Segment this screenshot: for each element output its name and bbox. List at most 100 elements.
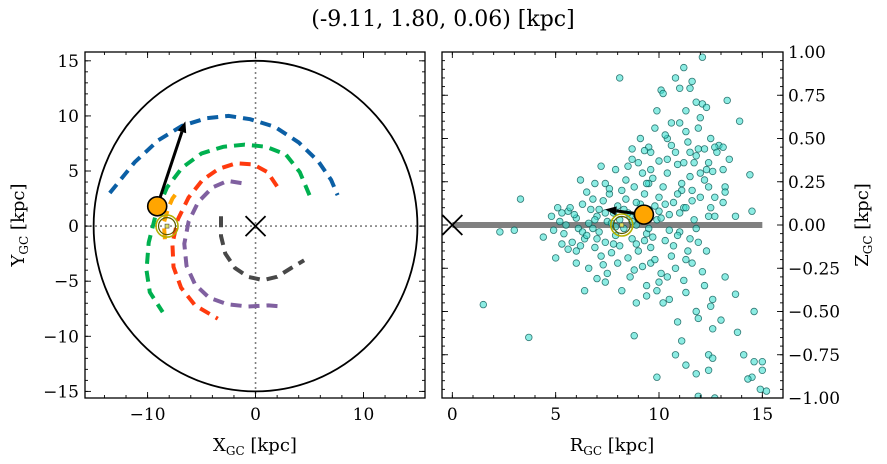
star-point (665, 226, 673, 234)
y-tick-label: −0.75 (788, 346, 840, 366)
y-tick-label: −15 (43, 382, 79, 402)
star-point (680, 158, 688, 167)
star-point (735, 117, 744, 125)
star-point (673, 231, 682, 240)
star-point (614, 259, 622, 267)
star-point (676, 119, 684, 127)
star-point (651, 124, 659, 132)
star-point (647, 148, 655, 156)
star-point (638, 169, 647, 177)
star-point (601, 278, 609, 286)
star-point (669, 198, 678, 207)
star-point (554, 203, 562, 212)
star-point (733, 328, 742, 336)
star-point (626, 273, 634, 281)
star-point (562, 221, 570, 229)
star-point (640, 190, 649, 198)
star-point (525, 333, 533, 342)
star-point (657, 214, 665, 222)
star-point (642, 281, 651, 290)
y-tick-label: 0.25 (788, 173, 826, 193)
star-point (731, 290, 740, 298)
star-point (665, 210, 673, 219)
sun-marker (146, 195, 168, 217)
star-point (570, 210, 578, 219)
xy-panel: −10 0 10 −15 −10 −5 0 5 10 15 (43, 51, 426, 425)
x-tick-label: 0 (250, 405, 261, 425)
axes-frame (84, 51, 426, 399)
star-point (721, 273, 729, 281)
star-point (740, 351, 748, 359)
star-point (678, 337, 686, 345)
target-marker-outer-ring (609, 213, 634, 237)
star-point (704, 183, 713, 191)
star-point (642, 179, 651, 188)
target-marker-center (164, 223, 170, 229)
star-point (717, 316, 725, 324)
velocity-arrow-head (177, 121, 187, 134)
arm-series-0 (108, 113, 340, 196)
star-point (723, 96, 731, 105)
star-point (632, 299, 640, 307)
star-point (709, 295, 717, 304)
star-point (692, 152, 700, 160)
star-point (696, 193, 704, 201)
star-point (591, 179, 599, 188)
y-tick-label: 0.75 (788, 86, 826, 106)
star-point (663, 273, 671, 281)
star-point (576, 242, 585, 250)
star-point (698, 53, 707, 61)
star-point (686, 172, 694, 181)
x-tick-label: 15 (752, 405, 774, 425)
star-point (657, 269, 665, 278)
target-marker-center (619, 222, 625, 228)
star-point (661, 131, 669, 139)
star-point (655, 193, 663, 201)
star-point (694, 314, 702, 323)
star-point (750, 358, 758, 366)
star-point (694, 238, 702, 246)
star-point (651, 255, 659, 264)
y-axis-label-xy: YGC [kpc] (8, 184, 31, 268)
star-point (587, 205, 595, 214)
star-point (659, 183, 667, 191)
star-point (680, 63, 688, 72)
star-point (698, 268, 707, 276)
star-point (547, 212, 556, 220)
star-point (649, 174, 657, 182)
y-tick-label: 0.00 (788, 216, 826, 236)
y-tick-label: −1.00 (788, 389, 840, 409)
star-point (580, 287, 589, 295)
x-axis-label-xy: XGC [kpc] (213, 435, 297, 458)
star-point (583, 231, 591, 240)
star-point (601, 179, 609, 188)
star-point (702, 247, 711, 255)
star-point (630, 183, 638, 191)
star-point (655, 157, 663, 165)
velocity-arrow-head (605, 206, 617, 216)
plot-area (442, 53, 771, 398)
star-point (595, 205, 603, 214)
star-point (704, 212, 713, 220)
x-tick-label: 0 (447, 405, 458, 425)
star-point (688, 186, 696, 195)
star-point (694, 145, 702, 153)
star-point (682, 288, 690, 297)
star-point (684, 247, 692, 255)
rz-panel: 0 5 10 15 −1.00 −0.75 −0.50 −0.25 0.00 0.25 0.50 0.… (441, 43, 840, 425)
star-point (709, 325, 717, 333)
star-point (707, 134, 715, 143)
star-point (645, 224, 653, 233)
star-point (601, 238, 609, 246)
y-tick-label: 5 (68, 162, 79, 182)
star-point (707, 203, 715, 212)
star-point (692, 307, 700, 316)
star-point (647, 243, 655, 252)
star-point (566, 203, 574, 212)
star-point (692, 224, 700, 233)
star-point (719, 165, 727, 174)
star-point (591, 216, 599, 224)
star-point (669, 242, 678, 250)
star-point (655, 207, 663, 215)
star-point (628, 235, 636, 243)
